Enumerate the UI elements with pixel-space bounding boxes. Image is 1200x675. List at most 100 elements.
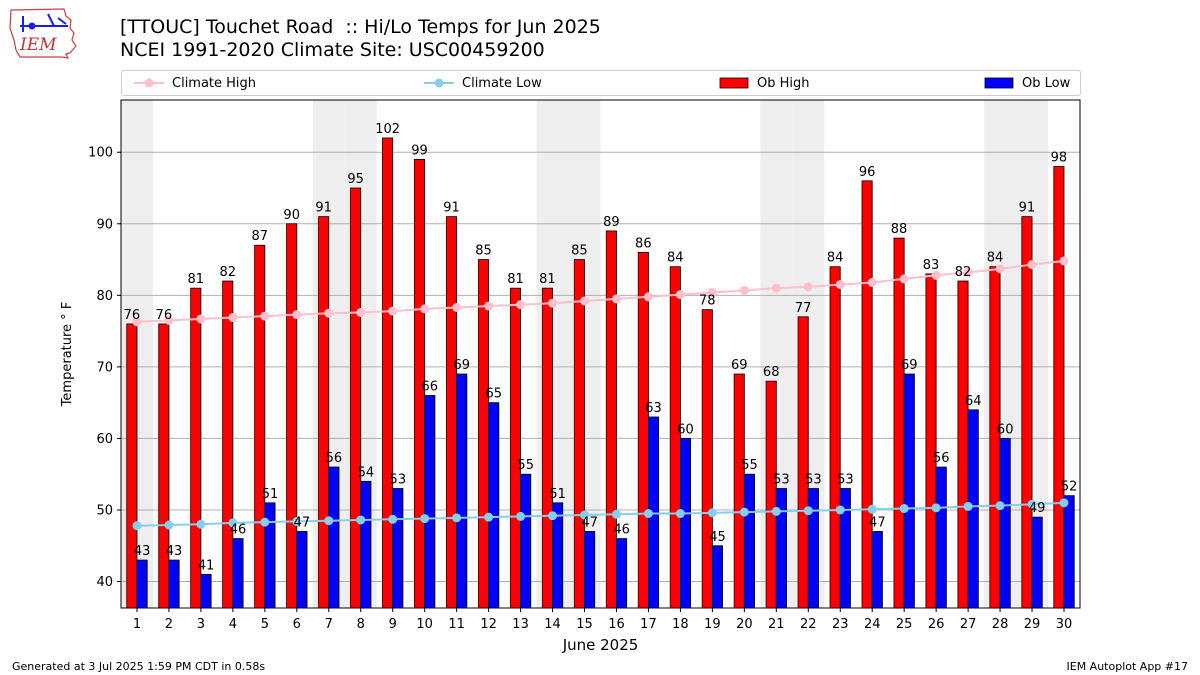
label-ob-high-day-12: 85 — [475, 244, 492, 259]
climate-high-point-day-13 — [516, 300, 526, 310]
x-tick-label-7: 7 — [325, 617, 333, 632]
climate-high-point-day-24 — [867, 277, 877, 287]
label-ob-low-day-11: 69 — [453, 358, 470, 373]
legend: Climate High Climate Low Ob High Ob Low — [121, 70, 1081, 96]
label-ob-low-day-14: 51 — [549, 487, 566, 502]
label-ob-low-day-12: 65 — [485, 387, 502, 402]
climate-low-point-day-5 — [260, 517, 270, 527]
climate-low-point-day-11 — [452, 513, 462, 523]
bar-ob-high-day-14 — [541, 287, 553, 609]
climate-high-point-day-17 — [643, 292, 653, 302]
climate-high-line — [136, 259, 1065, 323]
climate-low-point-day-8 — [356, 515, 366, 525]
x-tick-label-15: 15 — [576, 617, 593, 632]
bar-ob-high-day-13 — [509, 287, 521, 609]
x-tick-label-9: 9 — [389, 617, 397, 632]
chart-subtitle: NCEI 1991-2020 Climate Site: USC00459200 — [120, 39, 545, 61]
x-tick-label-18: 18 — [672, 617, 689, 632]
bar-ob-low-day-15 — [584, 531, 596, 609]
y-axis-label: Temperature ° F — [60, 302, 75, 408]
x-tick-label-3: 3 — [197, 617, 205, 632]
bar-ob-high-day-9 — [382, 137, 394, 609]
bar-ob-high-day-26 — [925, 273, 937, 609]
bar-ob-high-day-23 — [829, 266, 841, 609]
label-ob-high-day-16: 89 — [603, 215, 620, 230]
bar-ob-low-day-12 — [488, 402, 500, 609]
climate-high-point-day-16 — [611, 294, 621, 304]
bar-ob-low-day-16 — [616, 538, 628, 609]
label-ob-high-day-11: 91 — [443, 201, 460, 216]
climate-high-point-day-2 — [164, 315, 174, 325]
climate-high-point-day-30 — [1059, 256, 1069, 266]
climate-high-point-day-27 — [963, 267, 973, 277]
bar-ob-low-day-9 — [392, 488, 404, 609]
climate-low-point-day-27 — [963, 501, 973, 511]
bar-ob-high-day-2 — [158, 323, 170, 609]
legend-item-climate-low: Climate Low — [424, 71, 542, 95]
climate-low-point-day-26 — [931, 503, 941, 513]
climate-high-point-day-10 — [420, 304, 430, 314]
x-tick-label-2: 2 — [165, 617, 173, 632]
label-ob-low-day-9: 53 — [390, 473, 407, 488]
label-ob-high-day-13: 81 — [507, 272, 524, 287]
bar-ob-high-day-24 — [861, 180, 873, 609]
plot-frame — [120, 99, 1081, 609]
climate-low-point-day-29 — [1027, 499, 1037, 509]
label-ob-high-day-5: 87 — [251, 229, 268, 244]
climate-low-point-day-25 — [899, 504, 909, 514]
x-tick-label-10: 10 — [416, 617, 433, 632]
x-tick-label-14: 14 — [544, 617, 561, 632]
label-ob-high-day-9: 102 — [375, 122, 400, 137]
climate-low-point-day-10 — [420, 514, 430, 524]
bar-ob-high-day-25 — [893, 237, 905, 609]
label-ob-high-day-15: 85 — [571, 244, 588, 259]
ob-high-swatch-icon — [719, 77, 749, 89]
bar-ob-low-day-2 — [168, 559, 180, 609]
climate-high-point-day-4 — [228, 313, 238, 323]
x-tick-label-26: 26 — [928, 617, 945, 632]
label-ob-low-day-29: 49 — [1029, 501, 1046, 516]
x-tick-label-19: 19 — [704, 617, 721, 632]
x-tick-label-1: 1 — [133, 617, 141, 632]
bar-ob-high-day-17 — [637, 251, 649, 609]
label-ob-high-day-6: 90 — [283, 208, 300, 223]
bar-ob-high-day-27 — [957, 280, 969, 609]
x-tick-label-21: 21 — [768, 617, 785, 632]
footer-app-label: IEM Autoplot App #17 — [1066, 660, 1189, 673]
label-ob-low-day-23: 53 — [837, 473, 854, 488]
label-ob-high-day-14: 81 — [539, 272, 556, 287]
bar-ob-high-day-6 — [286, 223, 298, 609]
climate-low-line — [136, 501, 1065, 527]
x-tick-label-24: 24 — [864, 617, 881, 632]
bar-ob-low-day-8 — [360, 480, 372, 609]
x-tick-label-12: 12 — [480, 617, 497, 632]
label-ob-low-day-15: 47 — [581, 515, 598, 530]
bar-ob-high-day-11 — [446, 216, 458, 609]
label-ob-low-day-13: 55 — [517, 458, 534, 473]
label-ob-high-day-20: 69 — [731, 358, 748, 373]
label-ob-low-day-28: 60 — [997, 422, 1014, 437]
label-ob-low-day-7: 56 — [326, 451, 343, 466]
legend-label-climate-low: Climate Low — [462, 75, 542, 91]
bar-ob-high-day-5 — [254, 244, 266, 609]
climate-low-point-day-21 — [771, 506, 781, 516]
bar-ob-low-day-4 — [232, 538, 244, 609]
label-ob-high-day-23: 84 — [827, 251, 844, 266]
y-tick-label-50: 50 — [96, 503, 113, 518]
bar-value-labels: 76 43 76 43 81 41 82 46 87 51 90 47 91 56 95 54 102 53 99 6… — [124, 122, 1078, 573]
label-ob-low-day-25: 69 — [901, 358, 918, 373]
legend-item-climate-high: Climate High — [134, 71, 256, 95]
x-tick-label-16: 16 — [608, 617, 625, 632]
x-tick-label-30: 30 — [1056, 617, 1073, 632]
bar-ob-high-day-20 — [733, 373, 745, 609]
label-ob-low-day-3: 41 — [198, 558, 215, 573]
x-axis-label: June 2025 — [562, 636, 639, 654]
climate-high-point-day-5 — [260, 311, 270, 321]
grid-lines — [121, 151, 1080, 583]
legend-item-ob-high: Ob High — [719, 71, 810, 95]
x-tick-label-20: 20 — [736, 617, 753, 632]
bar-ob-low-day-7 — [328, 466, 340, 609]
bar-ob-low-day-30 — [1063, 495, 1075, 609]
label-ob-high-day-26: 83 — [923, 258, 940, 273]
